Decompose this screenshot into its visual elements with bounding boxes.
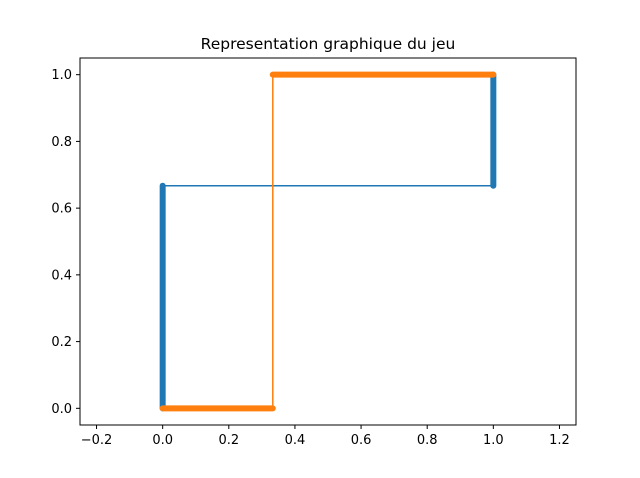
series-2-line (162, 73, 494, 410)
y-tick-label: 0.8 (51, 135, 72, 150)
series-1-line (161, 74, 495, 409)
chart-title: Representation graphique du jeu (201, 35, 456, 53)
y-tick-label: 0.0 (51, 402, 72, 417)
y-tick-label: 0.2 (51, 335, 72, 350)
x-tick-label: 0.6 (351, 433, 372, 448)
x-tick-label: −0.2 (81, 433, 113, 448)
x-tick-label: 0.2 (218, 433, 239, 448)
y-tick-label: 0.4 (51, 268, 72, 283)
x-tick-label: 0.8 (417, 433, 438, 448)
y-tick-label: 0.6 (51, 202, 72, 217)
axis-layer: −0.2 0.0 0.2 0.4 0.6 0.8 1.0 1.2 0.0 0.2 0.4 0.6 0.8… (51, 68, 569, 448)
x-tick-label: 0.4 (285, 433, 306, 448)
x-tick-label: 1.0 (483, 433, 504, 448)
plot-area-frame (79, 57, 577, 426)
x-tick-label: 0.0 (152, 433, 173, 448)
x-tick-label: 1.2 (549, 433, 570, 448)
series-layer (159, 71, 497, 412)
y-tick-label: 1.0 (51, 68, 72, 83)
